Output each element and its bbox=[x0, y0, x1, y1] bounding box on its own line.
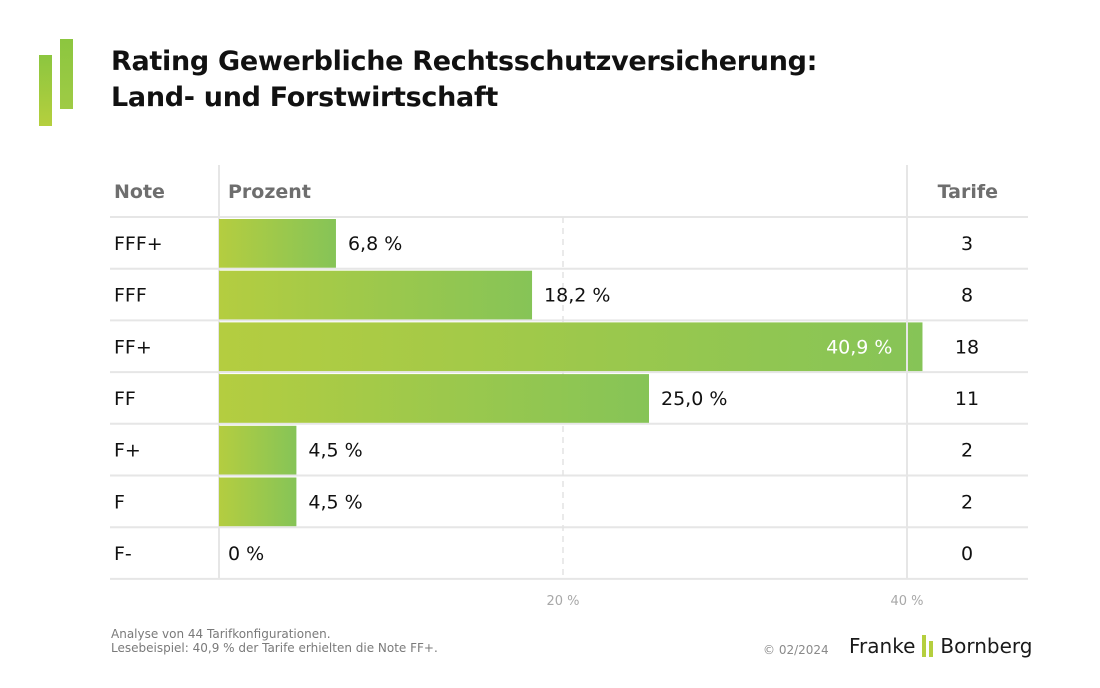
category-label: F+ bbox=[114, 440, 141, 462]
bar bbox=[219, 425, 297, 475]
header-note: Note bbox=[114, 181, 165, 203]
value-label: 0 % bbox=[228, 543, 264, 565]
category-label: FFF+ bbox=[114, 233, 163, 255]
title-line-2: Land- und Forstwirtschaft bbox=[111, 82, 499, 113]
bar bbox=[219, 374, 649, 423]
bar bbox=[219, 270, 533, 320]
category-label: FF+ bbox=[114, 336, 152, 358]
value-label: 6,8 % bbox=[348, 233, 402, 255]
bar bbox=[219, 322, 923, 372]
brand-logo: Franke Bornberg bbox=[849, 634, 1032, 658]
footnote: Analyse von 44 Tarifkonfigurationen. Les… bbox=[111, 627, 438, 655]
brand-name-left: Franke bbox=[849, 634, 916, 658]
tariff-count: 3 bbox=[961, 233, 973, 255]
header-tariffs: Tarife bbox=[938, 181, 998, 203]
table-row: FF 25,0 % 11 bbox=[114, 374, 979, 423]
logo-bar-short bbox=[39, 55, 52, 126]
tariff-count: 0 bbox=[961, 543, 973, 565]
tariff-count: 2 bbox=[961, 491, 973, 513]
table-row: FFF+ 6,8 % 3 bbox=[114, 219, 973, 268]
bar bbox=[219, 477, 297, 527]
tariff-count: 18 bbox=[955, 336, 979, 358]
value-label: 4,5 % bbox=[308, 491, 362, 513]
brand-name-right: Bornberg bbox=[940, 634, 1033, 658]
table-row: F 4,5 % 2 bbox=[114, 477, 973, 527]
value-label: 40,9 % bbox=[826, 336, 892, 358]
table-row: FFF 18,2 % 8 bbox=[114, 270, 973, 320]
tariff-count: 11 bbox=[955, 388, 979, 410]
category-label: FFF bbox=[114, 285, 147, 307]
category-label: F- bbox=[114, 543, 132, 565]
value-label: 18,2 % bbox=[544, 285, 610, 307]
value-label: 4,5 % bbox=[308, 440, 362, 462]
tariff-count: 2 bbox=[961, 440, 973, 462]
table-row: F+ 4,5 % 2 bbox=[114, 425, 973, 475]
table-row: FF+ 40,9 % 18 bbox=[114, 322, 979, 372]
x-tick-label: 20 % bbox=[546, 594, 579, 609]
footnote-line-1: Analyse von 44 Tarifkonfigurationen. bbox=[111, 627, 331, 641]
logo-bar-tall bbox=[60, 39, 73, 109]
category-label: F bbox=[114, 491, 125, 513]
category-label: FF bbox=[114, 388, 136, 410]
footnote-line-2: Lesebeispiel: 40,9 % der Tarife erhielte… bbox=[111, 641, 438, 655]
value-label: 25,0 % bbox=[661, 388, 727, 410]
x-ticks: 20 % 40 % bbox=[546, 594, 923, 609]
table-row: F- 0 % 0 bbox=[114, 543, 973, 565]
tariff-count: 8 bbox=[961, 285, 973, 307]
page-title: Rating Gewerbliche Rechtsschutzversicher… bbox=[111, 44, 817, 116]
bar bbox=[219, 219, 336, 268]
title-line-1: Rating Gewerbliche Rechtsschutzversicher… bbox=[111, 46, 818, 77]
x-tick-label: 40 % bbox=[890, 594, 923, 609]
copyright: © 02/2024 bbox=[763, 643, 829, 657]
brand-mark-icon bbox=[922, 635, 934, 657]
header-percent: Prozent bbox=[228, 181, 311, 203]
